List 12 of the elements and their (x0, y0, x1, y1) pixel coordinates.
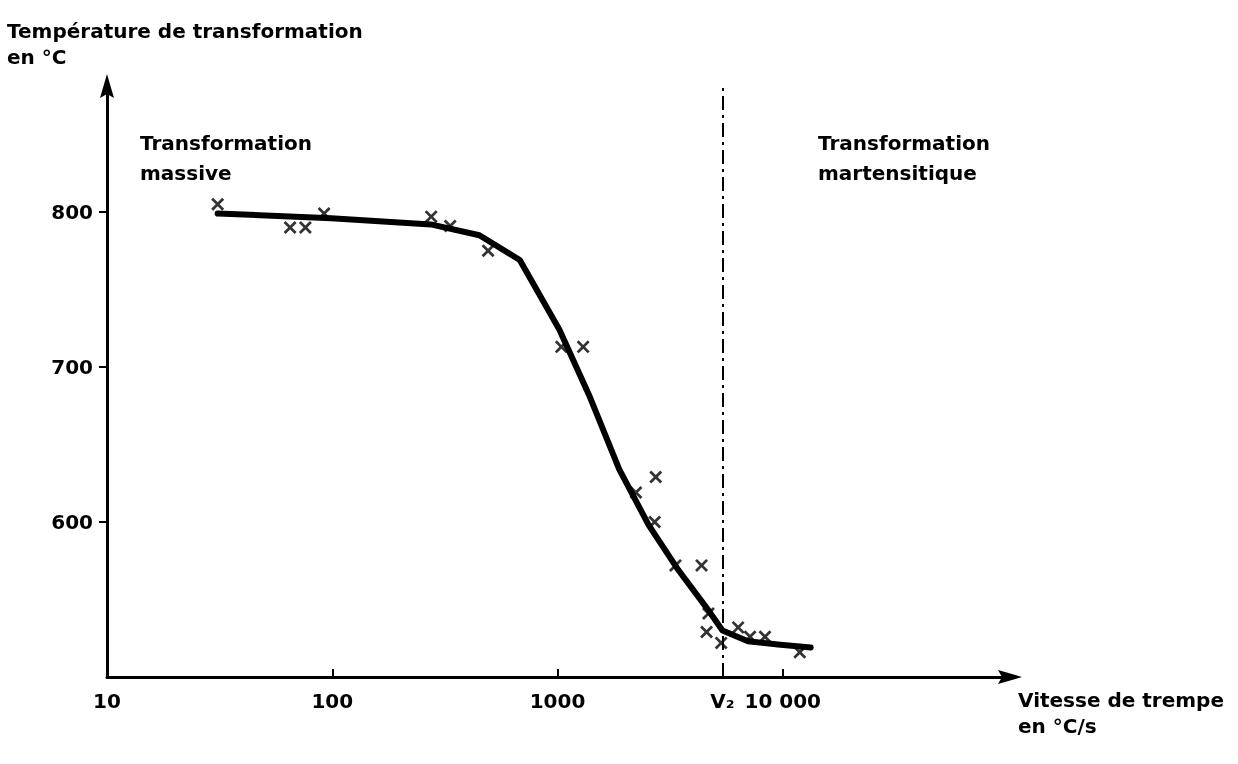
y-tick-label: 700 (51, 355, 93, 379)
annotation: Transformation martensitique (818, 131, 990, 185)
annotation: Transformation massive (140, 131, 312, 185)
y-tick-label: 600 (51, 510, 93, 534)
x-tick-label: 100 (311, 689, 354, 713)
x-tick-label: V₂ (710, 689, 735, 713)
y-tick-label: 800 (51, 200, 93, 224)
x-tick-label: 10 (93, 689, 121, 713)
x-tick-label: 1000 (529, 689, 586, 713)
y-axis-title: Température de transformation en °C (7, 19, 363, 69)
x-tick-label: 10 000 (744, 689, 822, 713)
x-axis-title: Vitesse de trempe en °C/s (1018, 688, 1224, 738)
